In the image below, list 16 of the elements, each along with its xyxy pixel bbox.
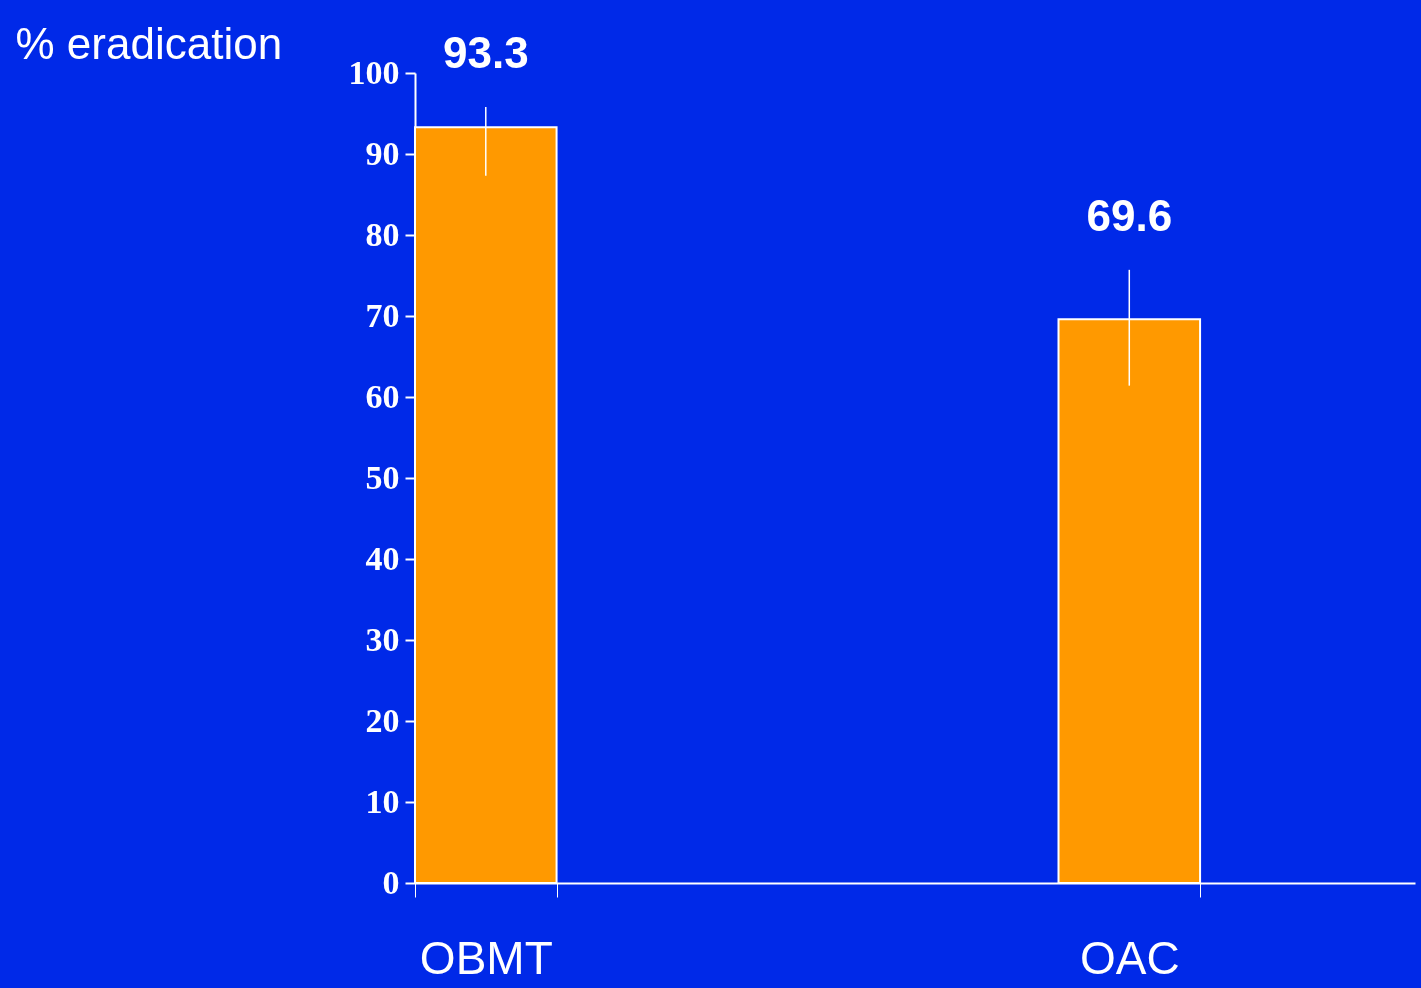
y-tick-label: 30 [365, 620, 400, 658]
data-label: 93.3 [442, 28, 529, 78]
y-tick-label: 60 [365, 377, 400, 415]
y-tick-label: 80 [365, 215, 400, 253]
y-tick-label: 20 [365, 701, 400, 739]
y-tick-label: 100 [348, 53, 400, 91]
y-tick-label: 40 [365, 539, 400, 577]
y-tick-label: 0 [382, 863, 400, 901]
y-axis-title: % eradication [15, 18, 283, 68]
y-tick-label: 70 [365, 296, 400, 334]
data-label: 69.6 [1086, 190, 1173, 240]
y-tick-label: 10 [365, 782, 400, 820]
x-tick-label: OAC [1079, 931, 1180, 984]
y-tick-label: 50 [365, 458, 400, 496]
x-tick-label: OBMT [419, 931, 553, 984]
y-tick-label: 90 [365, 134, 400, 172]
